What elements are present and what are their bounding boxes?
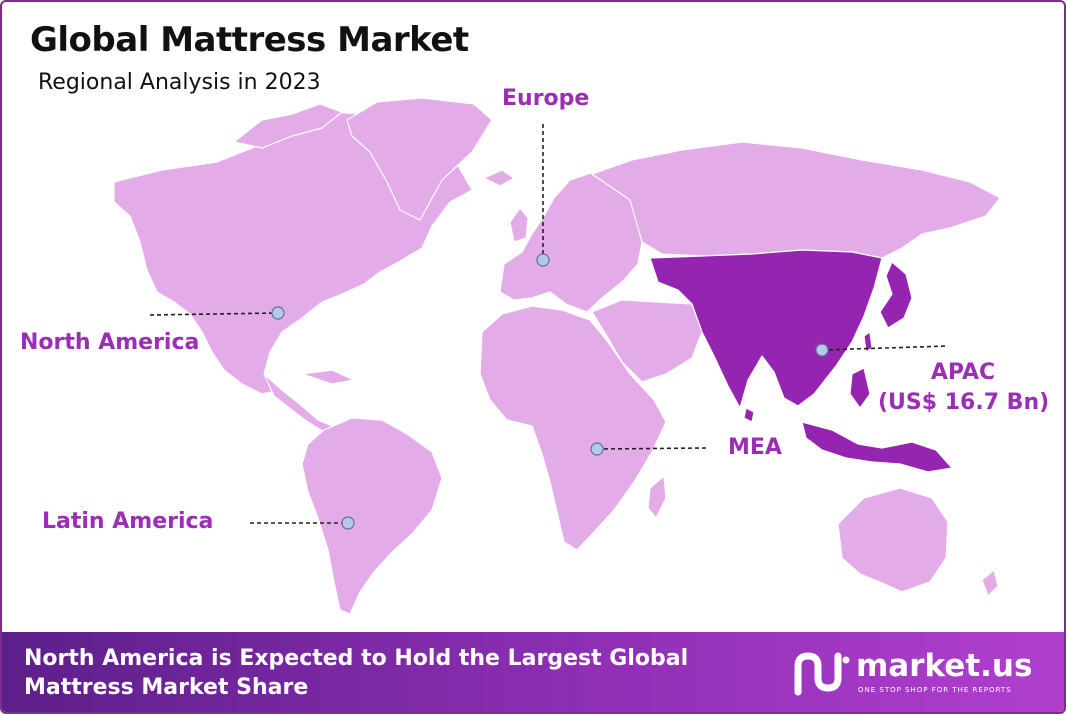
uk-shape xyxy=(509,207,529,243)
logo-name: market.us xyxy=(856,648,1033,684)
europe-marker xyxy=(536,253,550,267)
footer-line-1: North America is Expected to Hold the La… xyxy=(24,646,689,671)
mea-label: MEA xyxy=(728,435,782,460)
apac-value: (US$ 16.7 Bn) xyxy=(878,390,1050,415)
market-us-logo: market.us ONE STOP SHOP FOR THE REPORTS xyxy=(792,648,1052,700)
australia-shape xyxy=(837,487,949,593)
africa-shape xyxy=(479,305,667,551)
page-subtitle: Regional Analysis in 2023 xyxy=(38,70,321,95)
middle-east-shape xyxy=(591,299,703,383)
madagascar-shape xyxy=(647,475,667,519)
mea-marker xyxy=(590,442,604,456)
central-america-shape xyxy=(263,373,333,433)
russia-shape xyxy=(591,141,1001,259)
footer-banner: North America is Expected to Hold the La… xyxy=(2,632,1064,712)
footer-line-2: Mattress Market Share xyxy=(24,675,309,700)
caribbean-shape xyxy=(301,369,355,385)
logo-mark-icon xyxy=(794,652,850,696)
new-zealand-shape xyxy=(981,569,999,597)
latin-america-marker xyxy=(341,516,355,530)
iceland-shape xyxy=(483,169,515,187)
greenland-shape xyxy=(346,97,493,221)
north-america-label: North America xyxy=(20,330,200,355)
southeast-asia-islands-shape xyxy=(801,421,953,473)
apac-label: APAC (US$ 16.7 Bn) xyxy=(878,358,1050,418)
page-title: Global Mattress Market xyxy=(30,20,469,60)
apac-name: APAC xyxy=(930,360,996,385)
philippines-shape xyxy=(849,367,871,409)
latin-america-label: Latin America xyxy=(42,509,214,534)
north-america-marker xyxy=(271,306,285,320)
apac-mainland-shape xyxy=(649,249,883,409)
apac-marker xyxy=(815,343,829,357)
apac-leader-line xyxy=(821,345,949,351)
europe-label: Europe xyxy=(502,86,590,111)
footer-headline: North America is Expected to Hold the La… xyxy=(24,644,724,702)
logo-tagline: ONE STOP SHOP FOR THE REPORTS xyxy=(858,686,1012,694)
arctic-islands-shape xyxy=(233,103,343,149)
north-america-leader-line xyxy=(149,312,279,316)
sri-lanka-shape xyxy=(743,407,755,423)
japan-shape xyxy=(879,261,913,329)
south-america-shape xyxy=(301,417,443,615)
world-map xyxy=(113,97,1001,615)
